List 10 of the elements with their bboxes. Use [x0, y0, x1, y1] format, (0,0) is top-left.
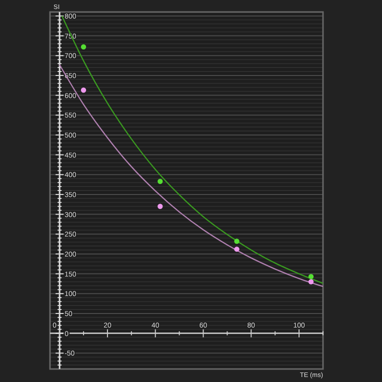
point	[158, 204, 163, 209]
line-series	[61, 15, 324, 284]
point	[80, 88, 86, 93]
point	[158, 178, 163, 184]
point	[234, 246, 240, 252]
point	[234, 238, 240, 244]
line-series	[58, 64, 324, 288]
point	[308, 274, 314, 280]
point	[80, 44, 86, 50]
point	[308, 279, 314, 284]
